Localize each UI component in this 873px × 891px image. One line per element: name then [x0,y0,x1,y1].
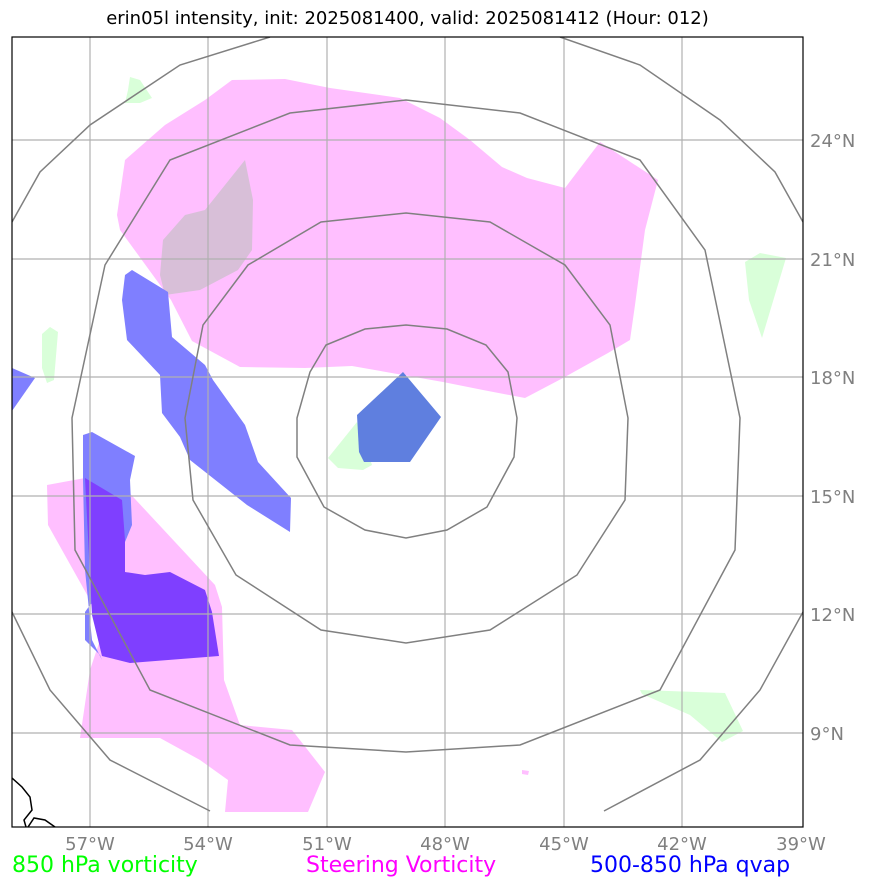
vorticity-850-regions [42,77,786,742]
qvap-center-patch [357,372,441,462]
range-ring [12,37,271,223]
steering-vorticity-patch [166,726,169,734]
lat-label: 21°N [810,250,855,271]
lon-label: 42°W [657,834,707,855]
range-rings [12,37,803,812]
vorticity-patch [745,253,786,338]
lat-label: 12°N [810,605,855,626]
lat-label: 15°N [810,487,855,508]
legend-850-vorticity: 850 hPa vorticity [12,853,198,878]
lat-label: 18°N [810,368,855,389]
lon-label: 45°W [539,834,589,855]
lon-label: 51°W [302,834,352,855]
legend-qvap: 500-850 hPa qvap [590,853,791,878]
map-title: erin05l intensity, init: 2025081400, val… [106,8,709,29]
latitude-labels: 24°N 21°N 18°N 15°N 12°N 9°N [810,131,855,745]
range-ring [71,99,741,753]
steering-vorticity-patch [117,79,658,398]
lon-label: 48°W [420,834,470,855]
qvap-patch [122,270,291,532]
range-ring [12,611,211,812]
lon-label: 39°W [776,834,826,855]
lat-label: 9°N [810,724,844,745]
map-frame [11,36,804,828]
lat-label: 24°N [810,131,855,152]
legend-steering-vorticity: Steering Vorticity [306,853,497,878]
range-ring [603,611,803,812]
gridlines [12,37,803,827]
vorticity-patch [42,327,58,383]
vorticity-patch [640,690,743,742]
range-ring [559,37,803,223]
qvap-patch [12,368,35,411]
steering-vorticity-overlap [160,160,253,295]
range-ring [296,324,518,539]
steering-vorticity-patch [522,770,529,775]
coastline [12,777,56,827]
lon-label: 57°W [65,834,115,855]
qvap-steering-overlap [85,478,219,663]
range-ring [184,212,629,644]
lon-label: 54°W [183,834,233,855]
longitude-labels: 57°W 54°W 51°W 48°W 45°W 42°W 39°W [65,834,826,855]
